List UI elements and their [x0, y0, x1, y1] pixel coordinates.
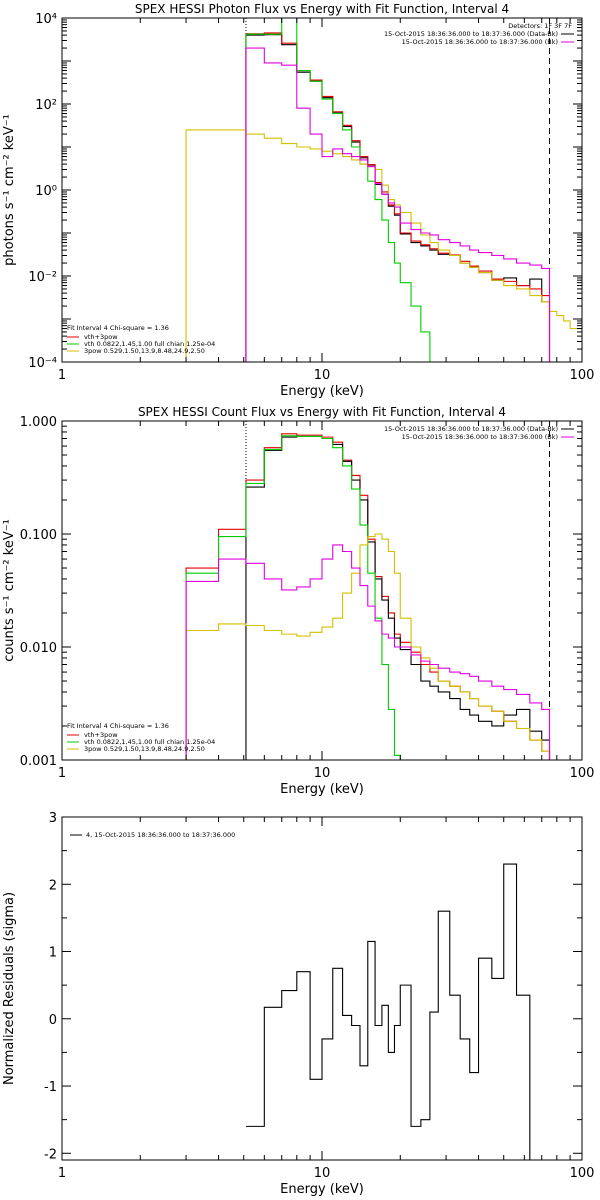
y-tick-label: 10⁻² [28, 270, 57, 285]
x-tick-label: 10 [314, 368, 331, 383]
plot-frame [61, 420, 583, 761]
y-axis-label: Normalized Residuals (sigma) [2, 892, 17, 1085]
chart-panel-1: SPEX HESSI Photon Flux vs Energy with Fi… [2, 2, 594, 399]
x-tick-label: 100 [570, 368, 595, 383]
series-vth [185, 435, 412, 760]
x-axis-label: Energy (keV) [280, 384, 364, 399]
plot-frame [61, 17, 583, 363]
chart-panel-2: SPEX HESSI Count Flux vs Energy with Fit… [2, 405, 594, 797]
legend-entry: vth+3pow [84, 731, 118, 739]
legend-entry: Fit Interval 4 Chi-square = 1.36 [67, 722, 169, 730]
legend-entry: 3pow 0.529,1.50,13.9,8.48,24.9,2.50 [84, 745, 205, 753]
y-tick-label: -1 [44, 1080, 57, 1095]
y-tick-label: 1 [49, 946, 57, 961]
legend-entry: vth 0.0822,1.45,1.00 full chian 1.25e-04 [84, 738, 215, 746]
legend-entry: 15-Oct-2015 18:36:36.000 to 18:37:36.000… [402, 38, 558, 46]
y-tick-label: 10⁴ [35, 12, 57, 27]
y-tick-label: 0 [49, 1013, 57, 1028]
series-3pow [185, 129, 582, 362]
chart-panel-3: Energy (keV) Normalized Residuals (sigma)… [2, 811, 594, 1197]
x-axis-label: Energy (keV) [280, 1182, 364, 1197]
x-tick-label: 1 [58, 1166, 66, 1181]
legend-bottom-left: Fit Interval 4 Chi-square = 1.36vth+3pow… [67, 722, 215, 753]
y-axis-label: counts s⁻¹ cm⁻² keV⁻¹ [2, 519, 17, 662]
legend-entry: Fit Interval 4 Chi-square = 1.36 [67, 324, 169, 332]
y-tick-label: 0.001 [20, 754, 57, 769]
x-axis-label: Energy (keV) [280, 782, 364, 797]
legend-entry: vth+3pow [84, 333, 118, 341]
y-tick-label: 3 [49, 811, 57, 826]
series-bk [185, 544, 551, 760]
x-tick-label: 100 [570, 766, 595, 781]
y-tick-label: 0.010 [20, 641, 57, 656]
series-bk [245, 47, 551, 362]
legend-entry: 15-Oct-2015 18:36:36.000 to 18:37:36.000… [384, 425, 558, 433]
legend-bottom-left: Fit Interval 4 Chi-square = 1.36vth+3pow… [67, 324, 215, 355]
y-tick-label: 2 [49, 878, 57, 893]
y-tick-label: 0.100 [20, 528, 57, 543]
legend-entry: 4, 15-Oct-2015 18:36:36.000 to 18:37:36.… [86, 831, 235, 839]
legend-entry: 15-Oct-2015 18:36:36.000 to 18:37:36.000… [402, 433, 558, 441]
y-tick-label: 10⁻⁴ [28, 356, 57, 371]
y-axis-label: photons s⁻¹ cm⁻² keV⁻¹ [2, 114, 17, 266]
legend-top-left: 4, 15-Oct-2015 18:36:36.000 to 18:37:36.… [70, 831, 235, 839]
chart-title: SPEX HESSI Photon Flux vs Energy with Fi… [135, 2, 509, 16]
y-tick-label: 1.000 [20, 415, 57, 430]
series-vth-3pow [245, 32, 551, 362]
legend-entry: 3pow 0.529,1.50,13.9,8.48,24.9,2.50 [84, 347, 205, 355]
legend-entry: 15-Oct-2015 18:36:36.000 to 18:37:36.000… [384, 30, 558, 38]
series-3pow [185, 533, 551, 760]
series-data-bk [245, 34, 551, 362]
y-tick-label: 10⁰ [35, 184, 57, 199]
legend-entry: vth 0.0822,1.45,1.00 full chian 1.25e-04 [84, 340, 215, 348]
legend-entry: Detectors: 1F 3F 7F [508, 22, 572, 30]
x-tick-label: 1 [58, 766, 66, 781]
x-tick-label: 100 [570, 1166, 595, 1181]
y-tick-label: 10² [35, 98, 57, 113]
y-tick-label: -2 [44, 1147, 57, 1162]
x-tick-label: 10 [314, 766, 331, 781]
x-tick-label: 1 [58, 368, 66, 383]
x-tick-label: 10 [314, 1166, 331, 1181]
series-residuals [245, 863, 550, 1160]
legend-top-right: 15-Oct-2015 18:36:36.000 to 18:37:36.000… [384, 425, 574, 441]
chart-title: SPEX HESSI Count Flux vs Energy with Fit… [138, 405, 506, 419]
series-vth [245, 18, 439, 362]
